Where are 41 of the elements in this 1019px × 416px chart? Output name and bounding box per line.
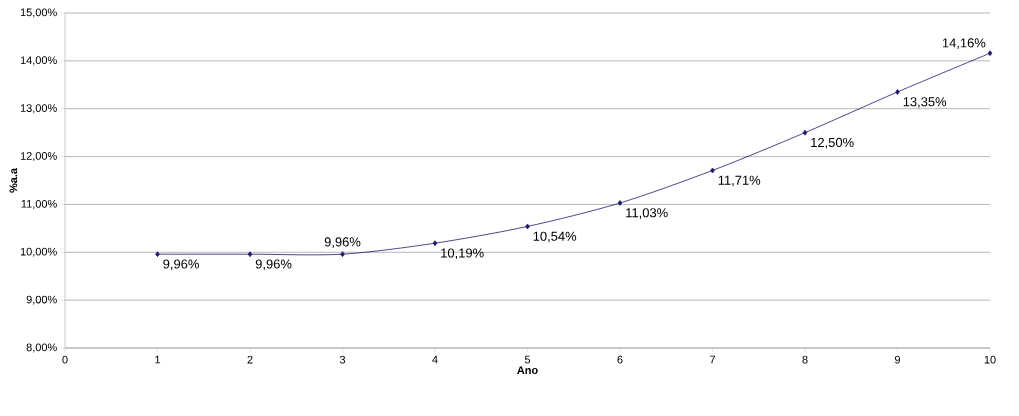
y-tick-label: 8,00% — [26, 343, 57, 353]
point — [155, 251, 160, 258]
point — [895, 89, 900, 95]
point — [525, 223, 530, 230]
y-tick-label: 10,00% — [20, 247, 57, 257]
x-tick-label: 2 — [247, 355, 253, 364]
data-label: 10,54% — [533, 231, 577, 243]
y-tick-label: 12,00% — [20, 152, 57, 162]
x-tick-label: 8 — [802, 355, 808, 364]
y-tick-label: 14,00% — [20, 56, 57, 66]
data-label: 9,96% — [255, 259, 292, 271]
data-label: 14,16% — [942, 38, 986, 49]
x-tick-label: 10 — [984, 355, 996, 364]
x-tick-label: 3 — [339, 355, 346, 364]
point — [802, 129, 808, 136]
y-tick-label: 13,00% — [20, 104, 57, 114]
x-tick-label: 1 — [155, 355, 161, 364]
data-label: 12,50% — [811, 137, 854, 149]
x-tick-label: 9 — [894, 355, 901, 364]
data-label: 11,03% — [626, 208, 668, 219]
y-tick-label: 15,00% — [20, 8, 57, 18]
data-label: 11,71% — [718, 175, 761, 187]
y-tick-label: 9,00% — [26, 295, 57, 305]
x-tick-label: 4 — [432, 355, 438, 364]
x-tick-label: 7 — [710, 355, 716, 364]
x-tick-label: 6 — [617, 355, 623, 364]
data-label: 10,19% — [441, 248, 484, 260]
y-tick-label: 11,00% — [21, 199, 57, 209]
point — [247, 251, 253, 258]
data-label: 13,35% — [903, 97, 947, 108]
point — [432, 240, 438, 247]
point — [987, 50, 993, 57]
x-axis-title: Ano — [517, 366, 538, 375]
y-axis-title: %a.a — [9, 167, 18, 193]
x-tick-label: 0 — [62, 355, 68, 364]
data-label: 9,96% — [324, 237, 361, 248]
point — [340, 251, 345, 258]
data-label: 9,96% — [163, 259, 199, 271]
point — [617, 200, 623, 206]
x-tick-label: 5 — [524, 355, 531, 364]
point — [710, 167, 715, 174]
